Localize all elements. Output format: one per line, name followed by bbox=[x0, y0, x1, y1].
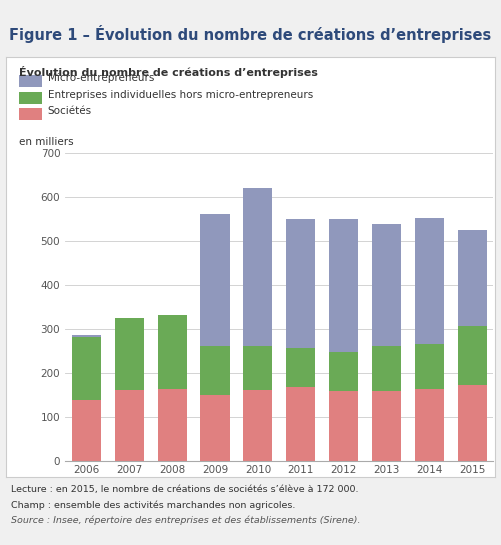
Text: Entreprises individuelles hors micro-entrepreneurs: Entreprises individuelles hors micro-ent… bbox=[48, 90, 313, 100]
Bar bbox=[415, 343, 444, 389]
Bar bbox=[372, 391, 401, 461]
Bar bbox=[243, 390, 273, 461]
Bar bbox=[372, 346, 401, 391]
Bar bbox=[286, 348, 315, 387]
Bar bbox=[329, 352, 358, 391]
Bar bbox=[243, 188, 273, 346]
Text: Source : Insee, répertoire des entreprises et des établissements (Sirene).: Source : Insee, répertoire des entrepris… bbox=[11, 516, 361, 525]
Bar bbox=[415, 218, 444, 343]
Bar bbox=[115, 390, 144, 461]
Bar bbox=[158, 315, 187, 389]
Bar bbox=[200, 214, 229, 346]
Bar bbox=[72, 337, 101, 400]
Text: Lecture : en 2015, le nombre de créations de sociétés s’élève à 172 000.: Lecture : en 2015, le nombre de création… bbox=[11, 485, 359, 494]
Bar bbox=[329, 219, 358, 352]
Text: Sociétés: Sociétés bbox=[48, 106, 92, 116]
Bar bbox=[158, 389, 187, 461]
Bar bbox=[457, 385, 486, 461]
Bar bbox=[457, 229, 486, 326]
Bar bbox=[243, 346, 273, 390]
Bar bbox=[115, 318, 144, 390]
Bar bbox=[72, 400, 101, 461]
Bar bbox=[19, 108, 42, 120]
Bar bbox=[72, 335, 101, 337]
Text: Évolution du nombre de créations d’entreprises: Évolution du nombre de créations d’entre… bbox=[19, 66, 318, 78]
Bar bbox=[415, 389, 444, 461]
Bar bbox=[372, 224, 401, 346]
Bar bbox=[286, 219, 315, 348]
Bar bbox=[329, 391, 358, 461]
Bar bbox=[457, 326, 486, 385]
Text: Micro-entrepreneurs: Micro-entrepreneurs bbox=[48, 74, 154, 83]
Bar bbox=[200, 395, 229, 461]
Text: Figure 1 – Évolution du nombre de créations d’entreprises: Figure 1 – Évolution du nombre de créati… bbox=[10, 25, 491, 43]
Bar bbox=[19, 92, 42, 104]
Bar bbox=[286, 387, 315, 461]
Text: Champ : ensemble des activités marchandes non agricoles.: Champ : ensemble des activités marchande… bbox=[11, 500, 296, 510]
Bar bbox=[19, 75, 42, 87]
Text: en milliers: en milliers bbox=[19, 137, 74, 147]
Bar bbox=[200, 346, 229, 395]
